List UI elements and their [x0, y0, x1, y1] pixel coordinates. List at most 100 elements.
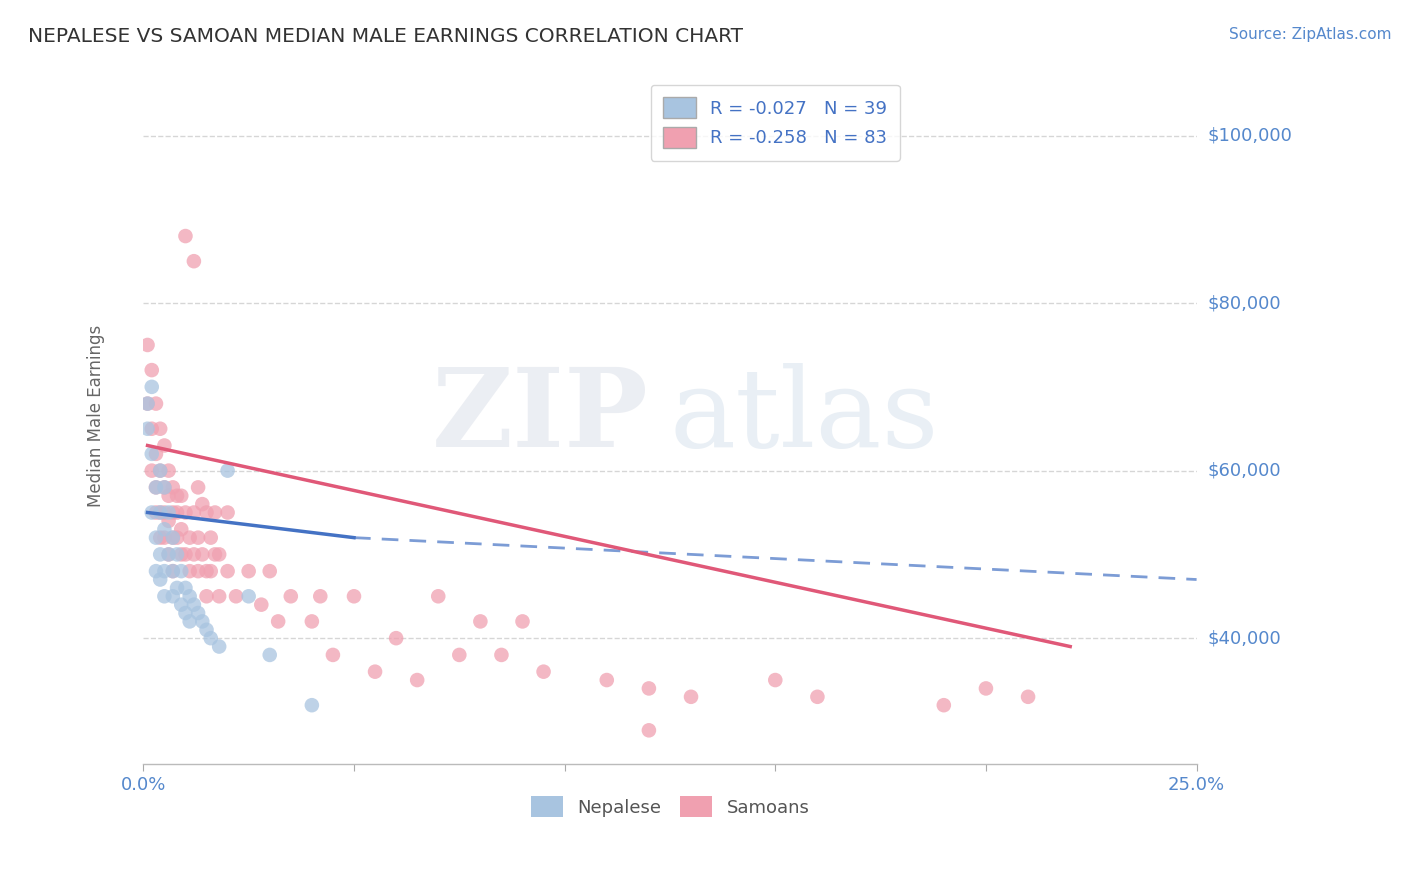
- Point: [170, 564, 193, 578]
- Point: [166, 581, 188, 595]
- Point: [149, 506, 172, 520]
- Point: [191, 615, 214, 629]
- Point: [596, 673, 619, 687]
- Point: [149, 464, 172, 478]
- Point: [145, 480, 167, 494]
- Point: [166, 489, 188, 503]
- Point: [149, 422, 172, 436]
- Point: [280, 589, 302, 603]
- Point: [1017, 690, 1039, 704]
- Point: [153, 522, 176, 536]
- Point: [153, 480, 176, 494]
- Point: [157, 548, 180, 562]
- Point: [179, 564, 201, 578]
- Point: [679, 690, 702, 704]
- Point: [162, 531, 184, 545]
- Point: [136, 396, 159, 410]
- Point: [187, 531, 209, 545]
- Text: $100,000: $100,000: [1208, 127, 1292, 145]
- Point: [195, 623, 218, 637]
- Point: [187, 606, 209, 620]
- Point: [208, 589, 231, 603]
- Point: [162, 564, 184, 578]
- Point: [322, 648, 344, 662]
- Point: [406, 673, 429, 687]
- Point: [166, 548, 188, 562]
- Point: [491, 648, 513, 662]
- Point: [153, 589, 176, 603]
- Point: [343, 589, 366, 603]
- Point: [195, 589, 218, 603]
- Point: [385, 631, 408, 645]
- Point: [179, 531, 201, 545]
- Point: [204, 506, 226, 520]
- Point: [136, 396, 159, 410]
- Point: [149, 531, 172, 545]
- Point: [195, 564, 218, 578]
- Point: [174, 548, 197, 562]
- Point: [141, 464, 163, 478]
- Point: [170, 489, 193, 503]
- Point: [183, 548, 205, 562]
- Point: [141, 380, 163, 394]
- Point: [136, 338, 159, 352]
- Point: [174, 506, 197, 520]
- Point: [187, 480, 209, 494]
- Point: [204, 548, 226, 562]
- Point: [170, 598, 193, 612]
- Point: [364, 665, 387, 679]
- Point: [638, 681, 661, 696]
- Point: [149, 506, 172, 520]
- Point: [174, 229, 197, 244]
- Point: [183, 506, 205, 520]
- Point: [974, 681, 997, 696]
- Point: [141, 506, 163, 520]
- Point: [136, 422, 159, 436]
- Text: $60,000: $60,000: [1208, 462, 1281, 480]
- Point: [200, 564, 222, 578]
- Point: [309, 589, 332, 603]
- Point: [149, 573, 172, 587]
- Point: [932, 698, 955, 713]
- Text: Source: ZipAtlas.com: Source: ZipAtlas.com: [1229, 27, 1392, 42]
- Point: [638, 723, 661, 738]
- Point: [533, 665, 555, 679]
- Point: [267, 615, 290, 629]
- Point: [217, 464, 239, 478]
- Point: [157, 506, 180, 520]
- Point: [208, 640, 231, 654]
- Point: [166, 531, 188, 545]
- Point: [183, 254, 205, 268]
- Point: [174, 581, 197, 595]
- Point: [162, 589, 184, 603]
- Point: [806, 690, 828, 704]
- Point: [238, 564, 260, 578]
- Point: [195, 506, 218, 520]
- Text: atlas: atlas: [671, 363, 939, 470]
- Point: [301, 698, 323, 713]
- Point: [301, 615, 323, 629]
- Point: [238, 589, 260, 603]
- Point: [191, 548, 214, 562]
- Text: NEPALESE VS SAMOAN MEDIAN MALE EARNINGS CORRELATION CHART: NEPALESE VS SAMOAN MEDIAN MALE EARNINGS …: [28, 27, 744, 45]
- Point: [179, 589, 201, 603]
- Point: [153, 506, 176, 520]
- Point: [149, 464, 172, 478]
- Point: [259, 564, 281, 578]
- Point: [157, 489, 180, 503]
- Point: [174, 606, 197, 620]
- Point: [162, 531, 184, 545]
- Point: [470, 615, 492, 629]
- Point: [141, 422, 163, 436]
- Point: [145, 396, 167, 410]
- Point: [145, 531, 167, 545]
- Point: [200, 531, 222, 545]
- Point: [162, 564, 184, 578]
- Point: [763, 673, 786, 687]
- Text: Median Male Earnings: Median Male Earnings: [87, 325, 105, 508]
- Point: [141, 363, 163, 377]
- Point: [183, 598, 205, 612]
- Text: $40,000: $40,000: [1208, 629, 1281, 648]
- Point: [259, 648, 281, 662]
- Point: [191, 497, 214, 511]
